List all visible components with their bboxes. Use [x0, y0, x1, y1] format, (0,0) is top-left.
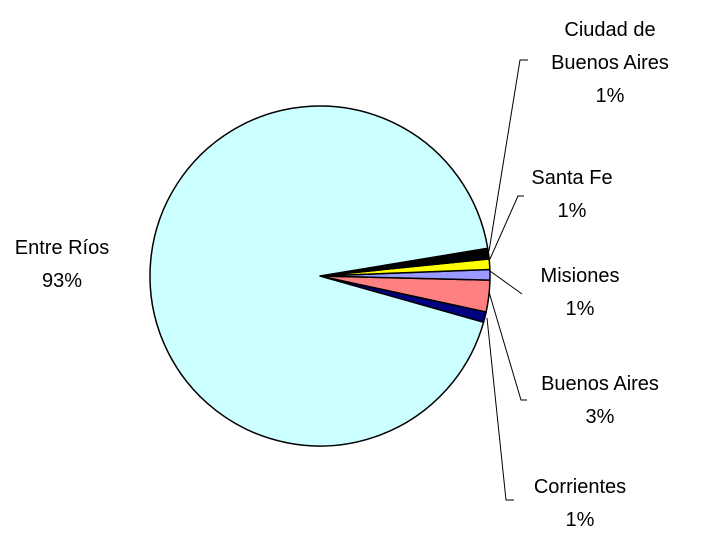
leader-line: [489, 270, 523, 295]
category-label: Entre Ríos: [14, 237, 110, 259]
value-label: 1%: [565, 509, 595, 531]
leader-lines: [486, 59, 528, 501]
leader-line: [488, 291, 527, 401]
value-label: 1%: [557, 200, 587, 222]
category-label: Santa Fe: [531, 167, 613, 189]
value-label: 3%: [585, 406, 615, 428]
slice-label: Ciudad de Buenos Aires 1%: [545, 14, 675, 113]
category-label: Buenos Aires: [541, 373, 659, 395]
category-label: Ciudad de Buenos Aires: [551, 19, 669, 74]
pie-slice: [149, 105, 489, 447]
slice-label: Santa Fe 1%: [531, 162, 612, 228]
leader-line: [489, 195, 524, 260]
value-label: 93%: [41, 270, 83, 292]
slice-label: Entre Ríos 93%: [15, 232, 109, 298]
slice-label: Misiones 1%: [541, 260, 620, 326]
leader-line: [486, 317, 514, 501]
category-label: Corrientes: [533, 476, 627, 498]
leader-line: [488, 59, 528, 252]
category-label: Misiones: [540, 265, 620, 287]
value-label: 1%: [565, 298, 595, 320]
slice-label: Buenos Aires 3%: [541, 368, 659, 434]
slice-label: Corrientes 1%: [534, 471, 626, 537]
value-label: 1%: [595, 85, 625, 107]
